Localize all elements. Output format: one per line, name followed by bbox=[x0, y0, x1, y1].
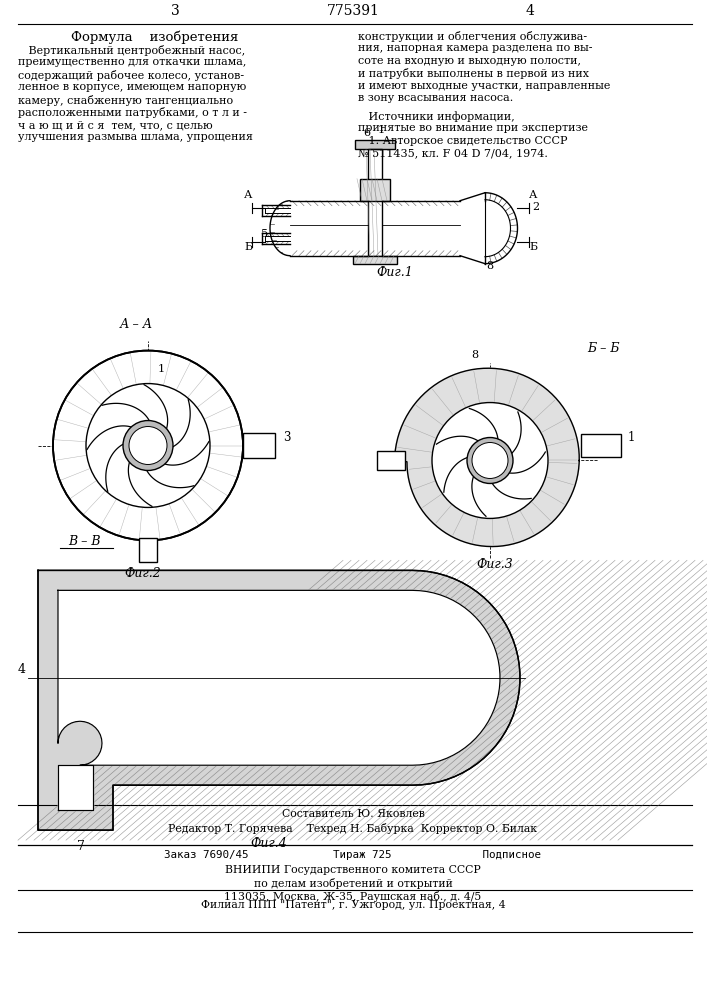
Text: ч а ю щ и й с я  тем, что, с целью: ч а ю щ и й с я тем, что, с целью bbox=[18, 120, 213, 130]
Polygon shape bbox=[38, 570, 520, 830]
Bar bbox=[368, 149, 382, 256]
Text: конструкции и облегчения обслужива-: конструкции и облегчения обслужива- bbox=[358, 31, 587, 42]
Text: Заказ 7690/45             Тираж 725              Подписное: Заказ 7690/45 Тираж 725 Подписное bbox=[165, 850, 542, 860]
Text: 2: 2 bbox=[532, 202, 539, 212]
Polygon shape bbox=[58, 765, 93, 810]
Text: расположенными патрубками, о т л и -: расположенными патрубками, о т л и - bbox=[18, 107, 247, 118]
Text: 6: 6 bbox=[363, 128, 370, 138]
Text: Филиал ППП "Патент", г. Ужгород, ул. Проектная, 4: Филиал ППП "Патент", г. Ужгород, ул. Про… bbox=[201, 900, 506, 910]
Text: 1: 1 bbox=[158, 364, 165, 374]
Polygon shape bbox=[58, 590, 500, 765]
Text: по делам изобретений и открытий: по делам изобретений и открытий bbox=[254, 878, 452, 889]
Text: ленное в корпусе, имеющем напорную: ленное в корпусе, имеющем напорную bbox=[18, 82, 246, 92]
Text: В – В: В – В bbox=[68, 535, 100, 548]
Text: 113035, Москва, Ж-35, Раушская наб., д. 4/5: 113035, Москва, Ж-35, Раушская наб., д. … bbox=[224, 891, 481, 902]
Text: А: А bbox=[244, 190, 252, 200]
Text: 3: 3 bbox=[170, 4, 180, 18]
Bar bbox=[355, 140, 395, 149]
Text: Фиг.2: Фиг.2 bbox=[124, 567, 161, 580]
Text: Формула    изобретения: Формула изобретения bbox=[71, 31, 239, 44]
Circle shape bbox=[53, 351, 243, 540]
Circle shape bbox=[123, 421, 173, 470]
Text: Фиг.1: Фиг.1 bbox=[377, 266, 414, 279]
Text: улучшения размыва шлама, упрощения: улучшения размыва шлама, упрощения bbox=[18, 132, 253, 142]
Text: 775391: 775391 bbox=[327, 4, 380, 18]
Bar bbox=[360, 179, 390, 201]
Text: Б: Б bbox=[244, 242, 252, 252]
Polygon shape bbox=[58, 590, 500, 765]
Text: ния, напорная камера разделена по вы-: ния, напорная камера разделена по вы- bbox=[358, 43, 592, 53]
Text: 8: 8 bbox=[472, 350, 479, 360]
Text: Фиг.4: Фиг.4 bbox=[250, 837, 287, 850]
Text: ВНИИПИ Государственного комитета СССР: ВНИИПИ Государственного комитета СССР bbox=[225, 865, 481, 875]
Text: 8: 8 bbox=[486, 261, 493, 271]
Text: Составитель Ю. Яковлев: Составитель Ю. Яковлев bbox=[281, 809, 424, 819]
Text: Фиг.3: Фиг.3 bbox=[477, 558, 513, 571]
Text: 4: 4 bbox=[525, 4, 534, 18]
Text: и имеют выходные участки, направленные: и имеют выходные участки, направленные bbox=[358, 81, 610, 91]
Circle shape bbox=[86, 384, 210, 507]
Text: 3: 3 bbox=[283, 431, 291, 444]
Text: соте на входную и выходную полости,: соте на входную и выходную полости, bbox=[358, 56, 581, 66]
Text: и патрубки выполнены в первой из них: и патрубки выполнены в первой из них bbox=[358, 68, 589, 79]
Polygon shape bbox=[58, 765, 93, 810]
Bar bbox=[243, 433, 275, 458]
Text: 4: 4 bbox=[18, 663, 26, 676]
Text: камеру, снабженную тангенциально: камеру, снабженную тангенциально bbox=[18, 95, 233, 106]
Text: 5: 5 bbox=[262, 229, 269, 239]
Text: 1: 1 bbox=[628, 431, 636, 444]
Text: содержащий рабочее колесо, установ-: содержащий рабочее колесо, установ- bbox=[18, 70, 244, 81]
Circle shape bbox=[432, 403, 548, 518]
Text: А: А bbox=[530, 190, 538, 200]
Circle shape bbox=[472, 443, 508, 478]
Text: преимущественно для откачки шлама,: преимущественно для откачки шлама, bbox=[18, 57, 246, 67]
Bar bbox=[581, 434, 621, 457]
Text: Вертикальный центробежный насос,: Вертикальный центробежный насос, bbox=[18, 45, 245, 56]
Text: 7: 7 bbox=[76, 840, 84, 853]
Text: в зону всасывания насоса.: в зону всасывания насоса. bbox=[358, 93, 513, 103]
Text: Источники информации,: Источники информации, bbox=[358, 111, 515, 122]
Text: А – А: А – А bbox=[119, 318, 153, 331]
Text: 1. Авторское свидетельство СССР: 1. Авторское свидетельство СССР bbox=[358, 136, 568, 146]
Bar bbox=[139, 538, 157, 562]
Circle shape bbox=[467, 438, 513, 483]
Polygon shape bbox=[395, 368, 579, 547]
Circle shape bbox=[129, 427, 167, 464]
Text: 1: 1 bbox=[378, 125, 385, 135]
Bar bbox=[377, 451, 405, 470]
Bar bbox=[353, 256, 397, 264]
Text: Б – Б: Б – Б bbox=[587, 342, 619, 355]
Text: принятые во внимание при экспертизе: принятые во внимание при экспертизе bbox=[358, 123, 588, 133]
Text: Редактор Т. Горячева    Техред Н. Бабурка  Корректор О. Билак: Редактор Т. Горячева Техред Н. Бабурка К… bbox=[168, 823, 537, 834]
Text: № 511435, кл. F 04 D 7/04, 1974.: № 511435, кл. F 04 D 7/04, 1974. bbox=[358, 148, 548, 158]
Text: Б: Б bbox=[530, 242, 537, 252]
